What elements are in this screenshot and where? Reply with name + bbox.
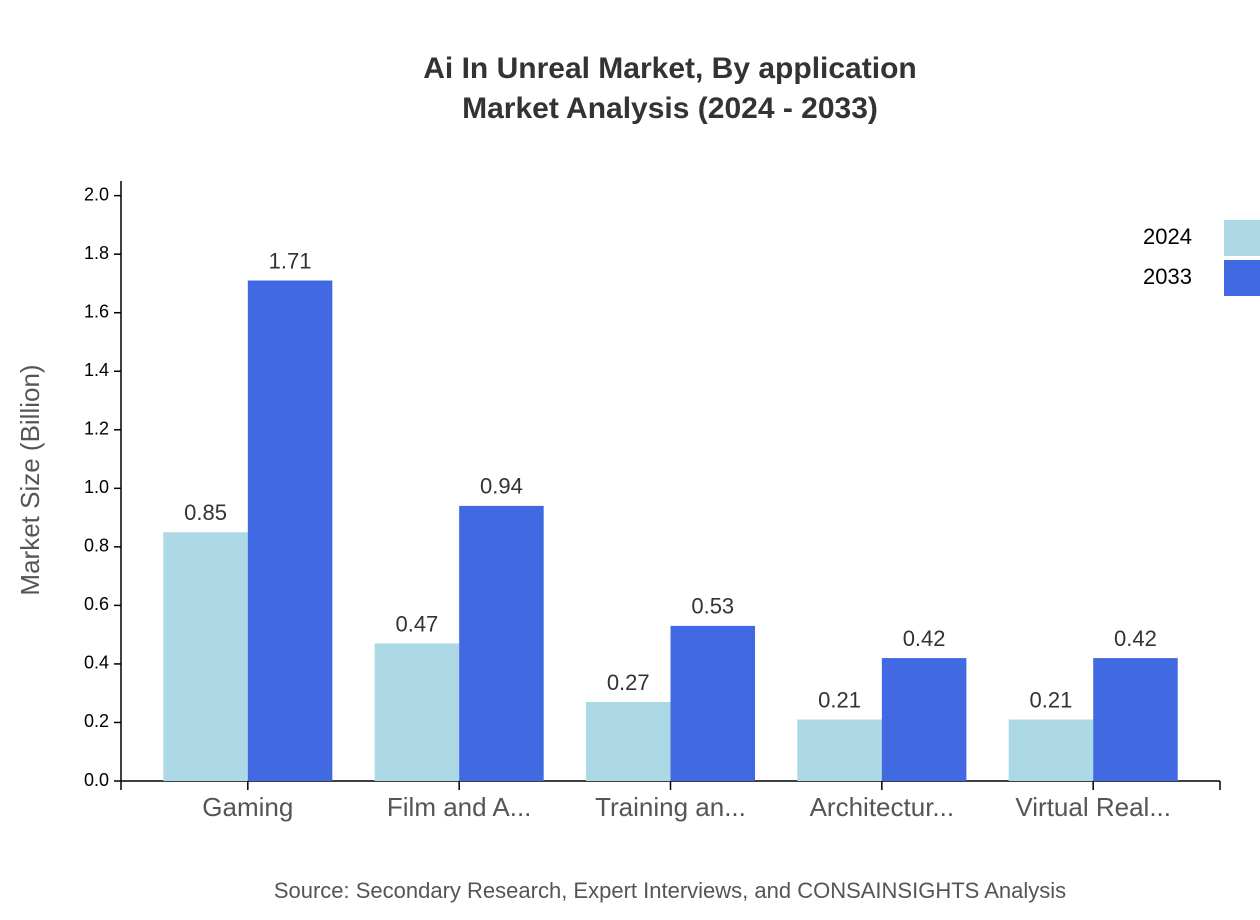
x-tick-label: Gaming xyxy=(202,792,293,822)
value-label: 0.21 xyxy=(1030,687,1073,712)
value-label: 0.42 xyxy=(903,626,946,651)
y-axis-title: Market Size (Billion) xyxy=(15,364,45,595)
bar xyxy=(585,701,671,781)
y-tick-label: 0.2 xyxy=(84,711,109,731)
bar xyxy=(1093,658,1178,781)
legend-swatch xyxy=(1224,220,1260,256)
y-tick-label: 1.0 xyxy=(84,477,109,497)
legend-label: 2024 xyxy=(1143,224,1192,249)
bar xyxy=(670,625,756,781)
bar xyxy=(374,643,460,781)
y-tick-label: 0.8 xyxy=(84,536,109,556)
bar xyxy=(459,505,544,781)
y-tick-label: 0.4 xyxy=(84,653,109,673)
x-tick-label: Training an... xyxy=(595,792,746,822)
bar xyxy=(797,719,882,781)
value-label: 0.21 xyxy=(818,687,861,712)
y-tick-label: 1.6 xyxy=(84,301,109,321)
value-label: 1.71 xyxy=(269,248,312,273)
chart-title: Ai In Unreal Market, By application xyxy=(423,52,916,85)
y-tick-label: 1.8 xyxy=(84,243,109,263)
y-tick-label: 0.0 xyxy=(84,770,109,790)
bar xyxy=(1008,719,1094,781)
bar xyxy=(163,532,248,781)
bar xyxy=(247,280,333,781)
value-label: 0.85 xyxy=(184,500,227,525)
legend-swatch xyxy=(1224,260,1260,296)
value-label: 0.94 xyxy=(480,474,523,499)
source-note: Source: Secondary Research, Expert Inter… xyxy=(274,878,1066,903)
legend-label: 2033 xyxy=(1143,264,1192,289)
value-label: 0.42 xyxy=(1114,626,1157,651)
y-tick-label: 2.0 xyxy=(84,184,109,204)
bar xyxy=(881,658,967,781)
x-tick-label: Architectur... xyxy=(810,792,955,822)
x-tick-label: Virtual Real... xyxy=(1015,792,1171,822)
x-tick-label: Film and A... xyxy=(387,792,532,822)
y-tick-label: 0.6 xyxy=(84,594,109,614)
y-tick-label: 1.4 xyxy=(84,360,109,380)
value-label: 0.27 xyxy=(607,670,650,695)
value-label: 0.53 xyxy=(691,594,734,619)
chart-subtitle: Market Analysis (2024 - 2033) xyxy=(462,92,878,125)
y-tick-label: 1.2 xyxy=(84,419,109,439)
value-label: 0.47 xyxy=(395,611,438,636)
